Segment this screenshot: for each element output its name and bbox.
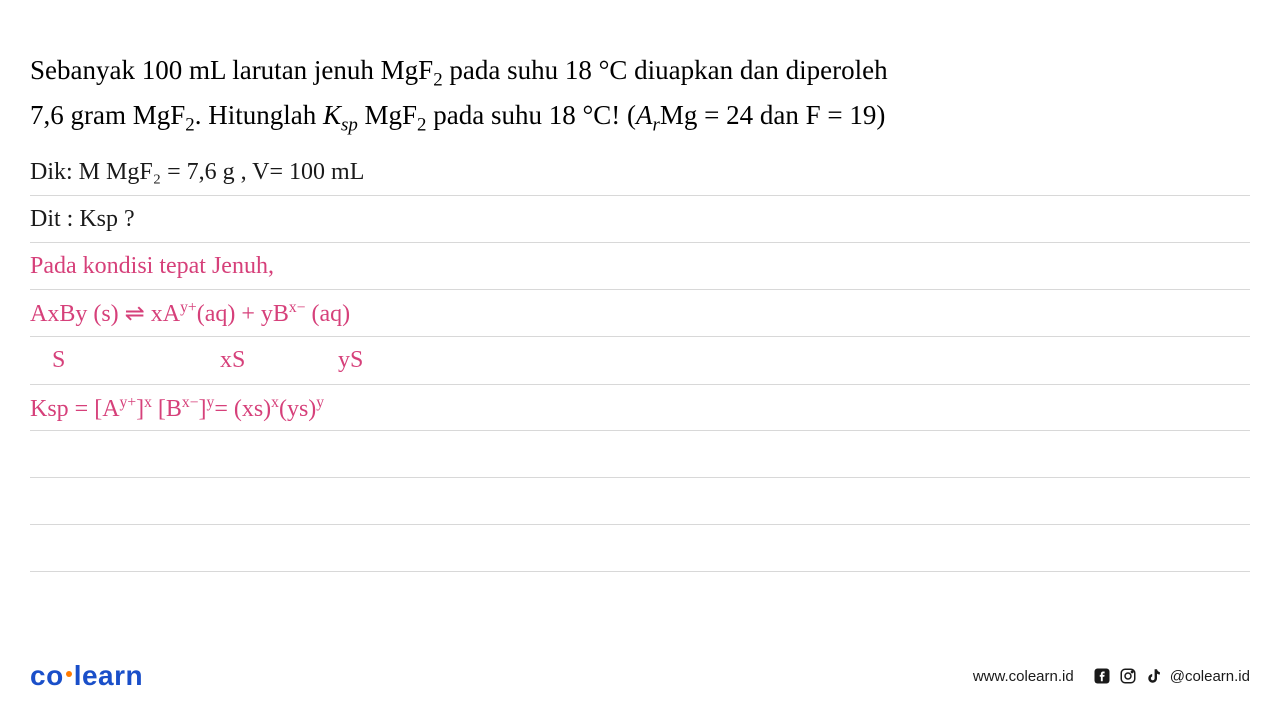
problem-line2-b: . Hitunglah [195,100,323,130]
handwriting-dik: Dik: M MgF₂ = 7,6 g , V= 100 mL [30,160,364,184]
problem-line2-r: r [653,114,660,135]
handwriting-dit: Dit : Ksp ? [30,207,135,231]
problem-line2-e: Mg = 24 dan F = 19) [660,100,885,130]
handwriting-ksp: Ksp = [Ay+]x [Bx−]y= (xs)x(ys)y [30,395,324,421]
problem-line2-k: K [323,100,341,130]
logo: colearn [30,660,143,692]
handwriting-condition: Pada kondisi tepat Jenuh, [30,254,274,278]
label-ys: yS [338,347,363,374]
label-s: S [52,347,65,374]
tiktok-icon [1144,666,1164,686]
social-section: @colearn.id [1092,666,1250,686]
facebook-icon [1092,666,1112,686]
problem-line1-sub: 2 [433,69,442,90]
problem-line2-sub1: 2 [185,114,194,135]
label-xs: xS [220,347,245,374]
problem-statement: Sebanyak 100 mL larutan jenuh MgF2 pada … [30,50,1250,139]
problem-line2-a: 7,6 gram MgF [30,100,185,130]
problem-line2-c: MgF [358,100,417,130]
handwriting-reaction: AxBy (s) ⇌ xAy+(aq) + yBx− (aq) [30,300,350,326]
problem-line2-sp: sp [341,114,358,135]
logo-co: co [30,660,64,691]
logo-learn: learn [74,660,143,691]
problem-line2-a2: A [636,100,653,130]
problem-line1-a: Sebanyak 100 mL larutan jenuh MgF [30,55,433,85]
problem-line2-sub2: 2 [417,114,426,135]
logo-dot-icon [66,671,72,677]
footer: colearn www.colearn.id @colearn.id [0,660,1280,692]
problem-line1-b: pada suhu 18 °C diuapkan dan diperoleh [443,55,888,85]
social-handle: @colearn.id [1170,668,1250,685]
problem-line2-d: pada suhu 18 °C! ( [427,100,637,130]
instagram-icon [1118,666,1138,686]
handwriting-area: Dik: M MgF₂ = 7,6 g , V= 100 mL Dit : Ks… [30,149,1250,572]
website-url: www.colearn.id [973,668,1074,685]
